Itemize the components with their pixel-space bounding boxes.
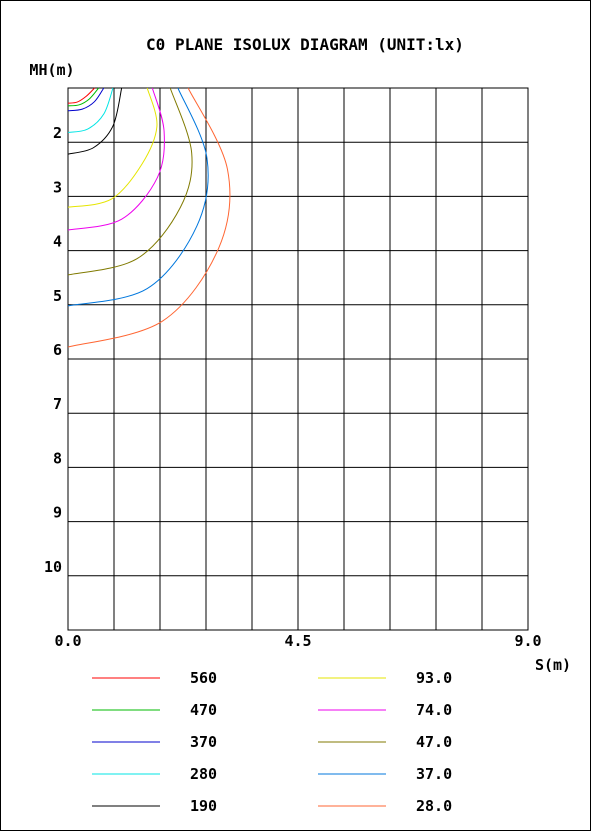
x-tick-label: 4.5 xyxy=(284,632,311,650)
x-axis-label: S(m) xyxy=(535,656,571,674)
legend-label: 74.0 xyxy=(416,701,452,719)
y-tick-label: 10 xyxy=(44,558,62,576)
y-tick-label: 5 xyxy=(53,287,62,305)
legend-label: 560 xyxy=(190,669,217,687)
isolux-curve-37-0 xyxy=(67,87,209,307)
y-tick-label: 4 xyxy=(53,233,62,251)
isolux-curve-560 xyxy=(67,87,95,104)
y-tick-label: 3 xyxy=(53,178,62,196)
legend-label: 28.0 xyxy=(416,797,452,815)
legend-label: 93.0 xyxy=(416,669,452,687)
legend: 560 470 370 280 190 93.0 74.0 47.0 37.0 28.0 xyxy=(92,669,452,815)
isolux-curve-280 xyxy=(67,87,114,133)
legend-label: 190 xyxy=(190,797,217,815)
x-tick-label: 9.0 xyxy=(514,632,541,650)
y-tick-labels: 2 3 4 5 6 7 8 9 10 xyxy=(44,124,62,576)
isolux-curve-470 xyxy=(67,87,100,107)
y-tick-label: 7 xyxy=(53,395,62,413)
isolux-curves xyxy=(67,87,231,348)
isolux-curve-28-0 xyxy=(67,87,231,348)
legend-label: 37.0 xyxy=(416,765,452,783)
x-tick-labels: 0.0 4.5 9.0 xyxy=(54,632,541,650)
x-tick-label: 0.0 xyxy=(54,632,81,650)
y-tick-label: 8 xyxy=(53,449,62,467)
y-tick-label: 6 xyxy=(53,341,62,359)
isolux-curve-93-0 xyxy=(67,87,158,208)
isolux-curve-47-0 xyxy=(67,87,193,276)
legend-label: 470 xyxy=(190,701,217,719)
grid xyxy=(67,87,529,631)
legend-label: 280 xyxy=(190,765,217,783)
isolux-curve-370 xyxy=(67,87,105,112)
y-tick-label: 2 xyxy=(53,124,62,142)
legend-label: 47.0 xyxy=(416,733,452,751)
isolux-curve-74-0 xyxy=(67,87,165,231)
y-axis-label: MH(m) xyxy=(29,61,74,79)
y-tick-label: 9 xyxy=(53,504,62,522)
isolux-curve-190 xyxy=(67,87,123,155)
chart-title: C0 PLANE ISOLUX DIAGRAM (UNIT:lx) xyxy=(146,35,464,54)
legend-label: 370 xyxy=(190,733,217,751)
